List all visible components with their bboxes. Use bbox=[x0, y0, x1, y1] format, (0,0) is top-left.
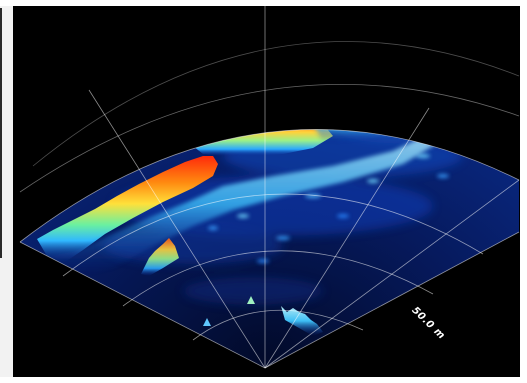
echo-peak-small bbox=[141, 238, 179, 276]
range-ring-grid bbox=[19, 41, 520, 341]
edge-tick bbox=[0, 8, 2, 258]
sonar-return-surface bbox=[19, 6, 520, 369]
sonar-3d-view[interactable]: 50.0 m bbox=[13, 6, 520, 377]
window-edge-strip bbox=[0, 6, 13, 377]
echo-peak-near bbox=[281, 306, 323, 336]
bearing-lines bbox=[19, 6, 520, 369]
seabed-fan bbox=[20, 129, 519, 369]
echo-ridge-far bbox=[313, 129, 433, 142]
echo-ridge-left bbox=[37, 156, 218, 262]
